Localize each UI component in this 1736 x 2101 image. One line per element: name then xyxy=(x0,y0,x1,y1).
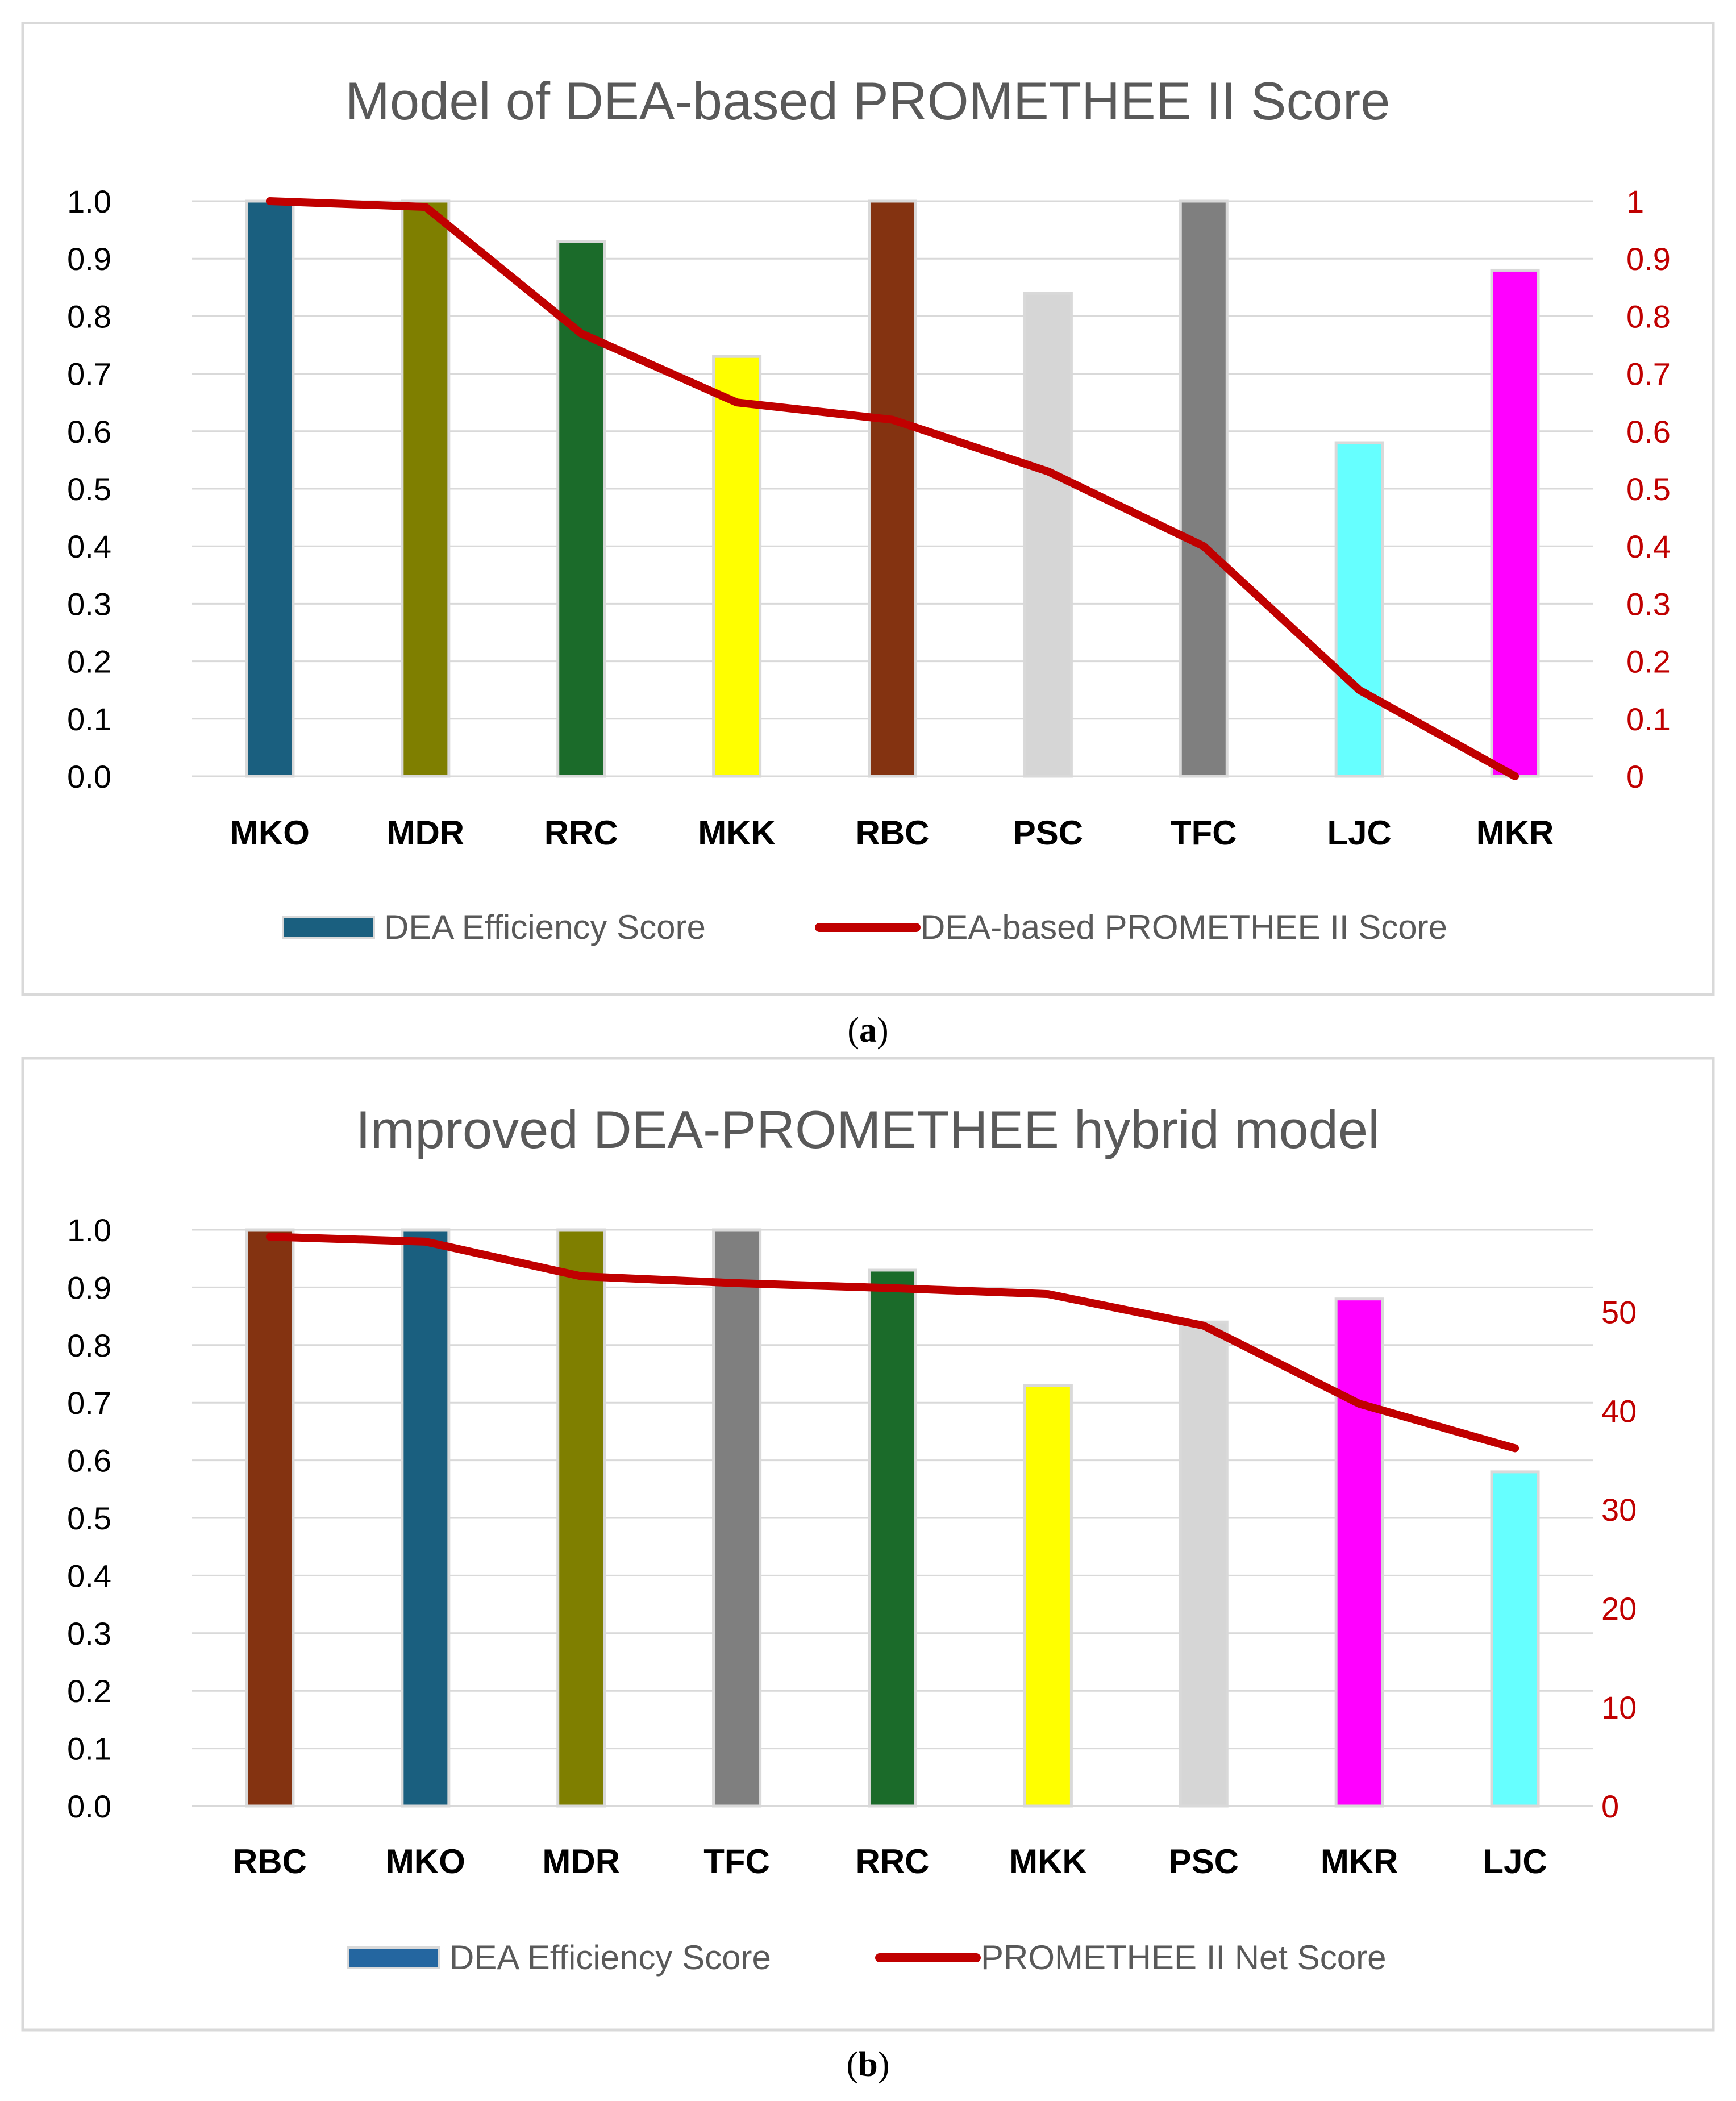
chart-a-bar-ljc xyxy=(1334,441,1384,778)
caption-a-letter: a xyxy=(859,1011,877,1050)
chart-b-panel: Improved DEA-PROMETHEE hybrid model 0.0 0.… xyxy=(0,1057,1736,2035)
caption-b-letter: b xyxy=(858,2045,878,2084)
chart-b-right-tick-label: 50 xyxy=(1601,1294,1637,1330)
chart-a-category-label: MKO xyxy=(230,814,310,852)
chart-a-right-tick-label: 0.3 xyxy=(1626,586,1671,622)
chart-a-right-tick-label: 0.4 xyxy=(1626,529,1671,564)
caption-a: (a) xyxy=(847,1011,889,1050)
chart-a-category-label: TFC xyxy=(1171,814,1237,852)
chart-b-legend-label-bar: DEA Efficiency Score xyxy=(449,1938,771,1977)
chart-a-right-tick-label: 0.5 xyxy=(1626,471,1671,507)
chart-b-svg: Improved DEA-PROMETHEE hybrid model 0.0 0.… xyxy=(21,1057,1715,2032)
chart-b-left-tick-label: 0.7 xyxy=(67,1385,111,1421)
chart-a-left-tick-label: 0.4 xyxy=(67,529,111,564)
chart-b-bar-rbc xyxy=(245,1228,295,1808)
chart-a-category-label: PSC xyxy=(1013,814,1083,852)
chart-a-category-label: RRC xyxy=(544,814,618,852)
chart-b-title: Improved DEA-PROMETHEE hybrid model xyxy=(356,1100,1380,1159)
chart-a-right-tick-label: 0.2 xyxy=(1626,644,1671,680)
chart-a-left-tick-label: 0.0 xyxy=(67,759,111,794)
chart-a-category-label: RBC xyxy=(856,814,930,852)
chart-a-left-tick-label: 0.6 xyxy=(67,414,111,450)
chart-b-category-label: MKO xyxy=(386,1842,465,1881)
chart-b-category-label: MKR xyxy=(1321,1842,1398,1881)
chart-b-left-tick-label: 0.0 xyxy=(67,1788,111,1824)
chart-a-left-tick-label: 0.8 xyxy=(67,298,111,334)
chart-a-bar-tfc xyxy=(1179,199,1229,778)
chart-b-left-tick-label: 0.5 xyxy=(67,1500,111,1536)
chart-a-right-tick-label: 0 xyxy=(1626,759,1644,794)
chart-a-left-tick-label: 0.1 xyxy=(67,701,111,737)
chart-a-legend-label-line: DEA-based PROMETHEE II Score xyxy=(921,908,1447,946)
chart-a-line-series xyxy=(265,197,1519,780)
chart-b-category-label: PSC xyxy=(1169,1842,1239,1881)
chart-b-left-tick-label: 0.1 xyxy=(67,1731,111,1767)
chart-a-svg: Model of DEA-based PROMETHEE II Score 0.0… xyxy=(21,22,1715,996)
chart-a-category-label: MKR xyxy=(1476,814,1554,852)
chart-a-category-label: LJC xyxy=(1327,814,1391,852)
chart-b-right-tick-label: 20 xyxy=(1601,1591,1637,1626)
chart-a-right-tick-label: 0.6 xyxy=(1626,414,1671,450)
chart-b-legend-swatch-bar xyxy=(347,1946,440,1969)
chart-b-left-tick-label: 0.3 xyxy=(67,1616,111,1651)
chart-a-bar-mdr xyxy=(401,199,451,778)
chart-a-right-tick-label: 0.7 xyxy=(1626,356,1671,392)
chart-b-bar-rrc xyxy=(868,1268,917,1808)
chart-b-legend-label-line: PROMETHEE II Net Score xyxy=(981,1938,1387,1977)
chart-a-panel: Model of DEA-based PROMETHEE II Score 0.0… xyxy=(0,22,1736,999)
chart-b-left-tick-label: 0.2 xyxy=(67,1673,111,1709)
chart-b-bar-mkr xyxy=(1334,1297,1384,1808)
chart-b-left-tick-label: 0.8 xyxy=(67,1328,111,1363)
chart-a-right-tick-label: 1 xyxy=(1626,184,1644,219)
chart-b-category-label: RRC xyxy=(856,1842,930,1881)
chart-b-category-label: MDR xyxy=(542,1842,620,1881)
chart-a-left-tick-label: 0.2 xyxy=(67,644,111,680)
chart-b-category-label: TFC xyxy=(703,1842,770,1881)
chart-b-right-tick-label: 10 xyxy=(1601,1690,1637,1725)
chart-a-title: Model of DEA-based PROMETHEE II Score xyxy=(345,71,1391,131)
chart-b-left-tick-label: 0.4 xyxy=(67,1558,111,1594)
chart-a-right-tick-label: 0.8 xyxy=(1626,298,1671,334)
chart-a-bar-mkk xyxy=(712,355,762,778)
chart-a-category-label: MKK xyxy=(698,814,776,852)
chart-a-left-tick-label: 0.3 xyxy=(67,586,111,622)
chart-a-left-tick-label: 0.7 xyxy=(67,356,111,392)
caption-b: (b) xyxy=(846,2045,890,2084)
chart-b-bar-psc xyxy=(1179,1320,1229,1808)
chart-b-right-tick-label: 0 xyxy=(1601,1788,1619,1824)
chart-b-bar-ljc xyxy=(1490,1470,1540,1808)
chart-a-category-label: MDR xyxy=(387,814,465,852)
chart-b-bar-mkk xyxy=(1023,1384,1073,1808)
chart-b-line-series xyxy=(265,1233,1519,1453)
chart-b-right-tick-label: 40 xyxy=(1601,1393,1637,1429)
chart-a-bar-mkr xyxy=(1490,268,1540,778)
chart-b-left-tick-label: 0.9 xyxy=(67,1270,111,1305)
chart-a-left-tick-label: 0.5 xyxy=(67,471,111,507)
chart-b-category-label: MKK xyxy=(1009,1842,1087,1881)
chart-b-bar-tfc xyxy=(712,1228,762,1808)
chart-b-left-tick-label: 0.6 xyxy=(67,1443,111,1479)
chart-a-bar-rbc xyxy=(868,199,917,778)
chart-a-bar-psc xyxy=(1023,292,1073,778)
chart-a-left-tick-label: 1.0 xyxy=(67,184,111,219)
chart-b-left-tick-label: 1.0 xyxy=(67,1212,111,1248)
chart-b-right-tick-label: 30 xyxy=(1601,1492,1637,1528)
chart-a-legend-label-bar: DEA Efficiency Score xyxy=(384,908,706,946)
chart-a-left-tick-label: 0.9 xyxy=(67,241,111,277)
chart-a-legend-swatch-bar xyxy=(282,916,375,939)
chart-b-category-label: RBC xyxy=(233,1842,307,1881)
chart-b-bar-mdr xyxy=(556,1228,606,1808)
chart-a-bar-mko xyxy=(245,199,295,778)
chart-a-right-tick-label: 0.1 xyxy=(1626,701,1671,737)
chart-a-right-tick-label: 0.9 xyxy=(1626,241,1671,277)
chart-b-bar-mko xyxy=(401,1228,451,1808)
chart-b-category-label: LJC xyxy=(1483,1842,1547,1881)
